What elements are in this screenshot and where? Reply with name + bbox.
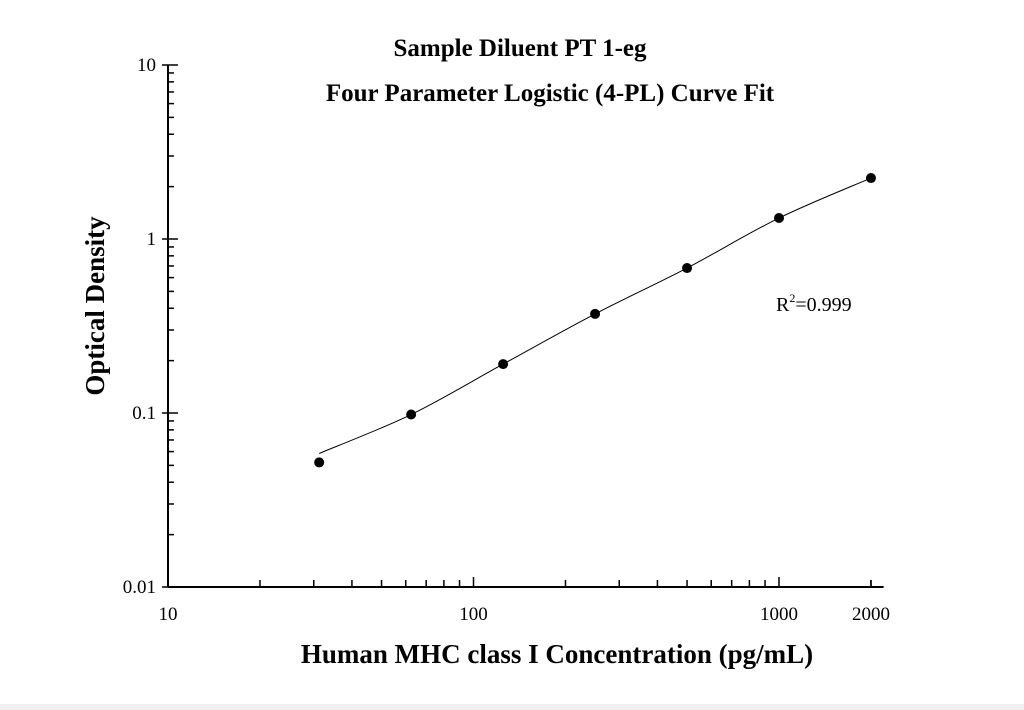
data-point xyxy=(406,409,417,420)
x-tick-label: 1000 xyxy=(760,604,798,625)
y-axis-label: Optical Density xyxy=(80,216,110,396)
x-axis-label: Human MHC class I Concentration (pg/mL) xyxy=(301,639,813,669)
data-point xyxy=(774,213,784,224)
x-tick-label: 10 xyxy=(159,604,178,625)
chart-subtitle: Four Parameter Logistic (4-PL) Curve Fit xyxy=(326,80,775,107)
data-points xyxy=(314,173,876,468)
axes xyxy=(162,64,884,588)
bottom-border xyxy=(0,704,1024,710)
data-point xyxy=(498,359,509,370)
data-point xyxy=(682,263,693,274)
y-tick-label: 0.1 xyxy=(132,403,156,424)
x-tick-label: 2000 xyxy=(852,604,890,625)
r-squared-annotation: R2=0.999 xyxy=(776,291,852,316)
data-point xyxy=(314,457,325,468)
data-point xyxy=(865,173,876,184)
y-tick-label: 1 xyxy=(147,229,157,250)
tick-labels: 10 100 1000 2000 0.01 0.1 1 10 xyxy=(123,55,890,625)
chart-title: Sample Diluent PT 1-eg xyxy=(393,35,647,62)
y-tick-label: 0.01 xyxy=(123,577,156,598)
data-point xyxy=(590,308,601,319)
x-tick-label: 100 xyxy=(459,604,488,625)
y-tick-label: 10 xyxy=(137,55,156,76)
